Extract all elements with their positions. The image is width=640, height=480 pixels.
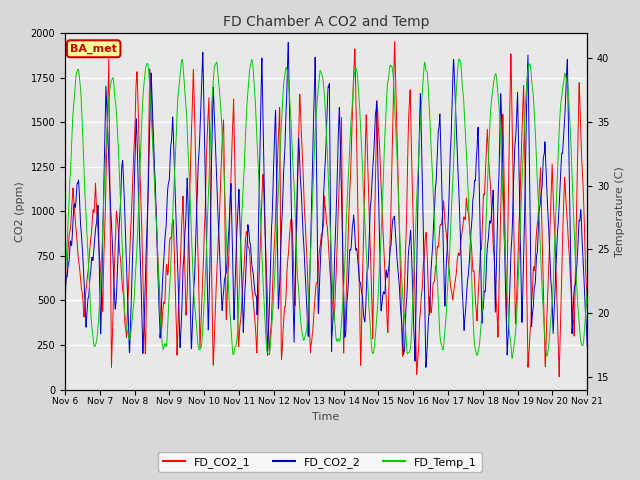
FD_CO2_1	[353, 116, 360, 121]
FD_CO2_1	[538, 198, 545, 204]
Legend: FD_CO2_1, FD_CO2_2, FD_Temp_1: FD_CO2_1, FD_CO2_2, FD_Temp_1	[159, 452, 481, 472]
FD_Temp_1	[538, 274, 545, 279]
Line: FD_Temp_1: FD_Temp_1	[65, 59, 588, 359]
FD_CO2_1	[391, 39, 399, 45]
FD_Temp_1	[353, 66, 360, 72]
FD_CO2_2	[207, 212, 214, 218]
FD_Temp_1	[478, 312, 486, 318]
X-axis label: Time: Time	[312, 412, 340, 422]
FD_Temp_1	[455, 56, 463, 62]
FD_CO2_2	[341, 333, 349, 338]
FD_Temp_1	[552, 208, 560, 214]
Y-axis label: Temperature (C): Temperature (C)	[615, 166, 625, 257]
FD_CO2_2	[422, 364, 429, 370]
FD_CO2_1	[552, 260, 559, 266]
FD_CO2_1	[584, 300, 591, 306]
FD_CO2_2	[552, 262, 560, 267]
FD_Temp_1	[508, 356, 516, 361]
FD_Temp_1	[584, 285, 591, 291]
FD_Temp_1	[61, 277, 69, 283]
Title: FD Chamber A CO2 and Temp: FD Chamber A CO2 and Temp	[223, 15, 429, 29]
FD_CO2_1	[341, 325, 349, 331]
FD_CO2_1	[207, 212, 214, 218]
Text: BA_met: BA_met	[70, 44, 117, 54]
FD_CO2_2	[478, 320, 486, 326]
Y-axis label: CO2 (ppm): CO2 (ppm)	[15, 181, 25, 241]
FD_CO2_1	[61, 285, 69, 290]
FD_CO2_2	[353, 246, 360, 252]
FD_CO2_2	[284, 39, 292, 45]
FD_CO2_2	[538, 188, 545, 194]
Line: FD_CO2_2: FD_CO2_2	[65, 42, 588, 367]
FD_Temp_1	[341, 259, 349, 264]
FD_CO2_1	[478, 239, 486, 245]
FD_CO2_1	[556, 374, 563, 380]
FD_CO2_2	[584, 344, 591, 349]
FD_Temp_1	[207, 131, 214, 136]
Line: FD_CO2_1: FD_CO2_1	[65, 42, 588, 377]
FD_CO2_2	[61, 303, 69, 309]
